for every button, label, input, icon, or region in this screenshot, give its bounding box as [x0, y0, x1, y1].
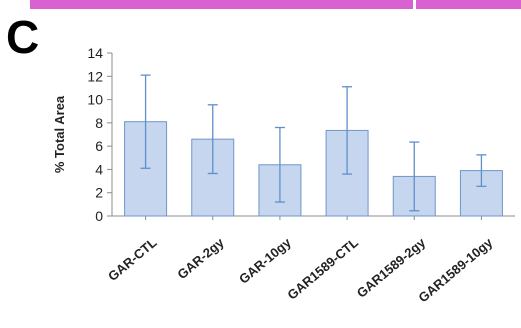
- y-tick-label: 12: [87, 68, 103, 84]
- y-tick-label: 10: [87, 92, 103, 108]
- x-category-label: GAR-10gy: [236, 234, 294, 286]
- y-axis-title: % Total Area: [52, 95, 67, 173]
- x-category-label: GAR1589-2gy: [354, 234, 429, 300]
- x-category-label: GAR1589-CTL: [284, 235, 361, 303]
- image-strip-right: [416, 0, 521, 9]
- x-category-label: GAR-CTL: [105, 235, 159, 284]
- y-tick-label: 2: [95, 185, 103, 201]
- x-category-label: GAR1589-10gy: [415, 234, 496, 305]
- y-tick-label: 6: [95, 138, 103, 154]
- image-strip-left: [30, 0, 413, 9]
- top-image-strip: [0, 0, 521, 12]
- y-tick-label: 0: [95, 208, 103, 224]
- y-tick-label: 14: [87, 45, 103, 61]
- y-tick-label: 4: [95, 161, 103, 177]
- y-tick-label: 8: [95, 115, 103, 131]
- panel-label: C: [6, 11, 40, 63]
- x-category-label: GAR-2gy: [174, 234, 227, 282]
